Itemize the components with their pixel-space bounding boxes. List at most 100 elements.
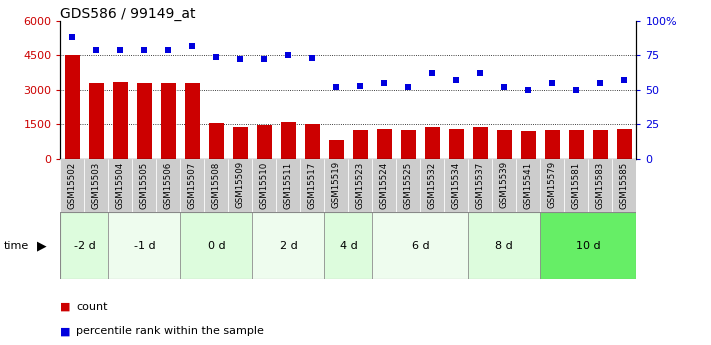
Bar — [181, 212, 252, 279]
Bar — [132, 159, 156, 212]
Point — [402, 84, 414, 90]
Bar — [449, 129, 464, 159]
Point — [523, 87, 534, 92]
Bar — [329, 140, 343, 159]
Bar — [301, 159, 324, 212]
Point — [547, 80, 558, 86]
Bar — [469, 212, 540, 279]
Bar — [137, 83, 151, 159]
Point — [187, 43, 198, 48]
Bar — [109, 159, 132, 212]
Bar — [593, 130, 608, 159]
Bar — [282, 122, 296, 159]
Bar — [252, 159, 277, 212]
Text: GSM15585: GSM15585 — [620, 161, 629, 209]
Bar — [565, 159, 589, 212]
Bar — [277, 159, 301, 212]
Bar — [353, 130, 368, 159]
Bar — [85, 159, 109, 212]
Point — [67, 34, 78, 40]
Bar — [425, 127, 439, 159]
Point — [498, 84, 510, 90]
Text: GSM15503: GSM15503 — [92, 161, 101, 209]
Bar — [324, 212, 373, 279]
Point — [451, 77, 462, 83]
Point — [594, 80, 606, 86]
Text: GSM15505: GSM15505 — [140, 161, 149, 209]
Bar — [60, 159, 85, 212]
Point — [475, 70, 486, 76]
Text: GSM15508: GSM15508 — [212, 161, 221, 209]
Text: GSM15511: GSM15511 — [284, 161, 293, 209]
Text: GSM15506: GSM15506 — [164, 161, 173, 209]
Text: GDS586 / 99149_at: GDS586 / 99149_at — [60, 7, 196, 21]
Point — [571, 87, 582, 92]
Text: GSM15583: GSM15583 — [596, 161, 605, 209]
Point — [259, 57, 270, 62]
Text: GSM15581: GSM15581 — [572, 161, 581, 209]
Bar — [493, 159, 516, 212]
Point — [306, 55, 318, 61]
Text: GSM15517: GSM15517 — [308, 161, 317, 209]
Point — [114, 47, 126, 52]
Bar — [185, 83, 200, 159]
Bar — [516, 159, 540, 212]
Text: GSM15504: GSM15504 — [116, 161, 125, 209]
Bar — [540, 212, 636, 279]
Point — [139, 47, 150, 52]
Bar — [156, 159, 181, 212]
Text: GSM15510: GSM15510 — [260, 161, 269, 209]
Bar — [521, 131, 535, 159]
Bar — [378, 129, 392, 159]
Text: GSM15539: GSM15539 — [500, 161, 509, 208]
Text: GSM15509: GSM15509 — [236, 161, 245, 208]
Point — [331, 84, 342, 90]
Bar — [90, 83, 104, 159]
Point — [210, 54, 222, 59]
Text: 8 d: 8 d — [496, 241, 513, 251]
Text: 0 d: 0 d — [208, 241, 225, 251]
Text: GSM15534: GSM15534 — [452, 161, 461, 209]
Bar — [570, 130, 584, 159]
Point — [163, 47, 174, 52]
Bar — [401, 130, 415, 159]
Text: -2 d: -2 d — [73, 241, 95, 251]
Bar — [589, 159, 612, 212]
Bar — [420, 159, 444, 212]
Text: time: time — [4, 241, 29, 251]
Bar — [348, 159, 373, 212]
Text: GSM15537: GSM15537 — [476, 161, 485, 209]
Point — [355, 83, 366, 88]
Bar — [373, 212, 469, 279]
Bar — [228, 159, 252, 212]
Text: GSM15507: GSM15507 — [188, 161, 197, 209]
Text: 10 d: 10 d — [576, 241, 601, 251]
Text: GSM15532: GSM15532 — [428, 161, 437, 209]
Bar — [65, 55, 80, 159]
Bar — [397, 159, 420, 212]
Point — [91, 47, 102, 52]
Bar — [474, 127, 488, 159]
Text: ▶: ▶ — [37, 239, 47, 252]
Bar — [469, 159, 493, 212]
Bar — [161, 83, 176, 159]
Text: percentile rank within the sample: percentile rank within the sample — [76, 326, 264, 336]
Text: ■: ■ — [60, 326, 71, 336]
Point — [235, 57, 246, 62]
Text: GSM15523: GSM15523 — [356, 161, 365, 209]
Text: 2 d: 2 d — [279, 241, 297, 251]
Bar — [324, 159, 348, 212]
Bar — [252, 212, 324, 279]
Text: 4 d: 4 d — [340, 241, 357, 251]
Bar — [60, 212, 109, 279]
Point — [283, 52, 294, 58]
Text: -1 d: -1 d — [134, 241, 155, 251]
Bar — [109, 212, 181, 279]
Text: GSM15525: GSM15525 — [404, 161, 413, 209]
Point — [379, 80, 390, 86]
Text: GSM15579: GSM15579 — [548, 161, 557, 208]
Bar — [617, 129, 631, 159]
Bar — [209, 123, 224, 159]
Text: 6 d: 6 d — [412, 241, 429, 251]
Text: GSM15502: GSM15502 — [68, 161, 77, 209]
